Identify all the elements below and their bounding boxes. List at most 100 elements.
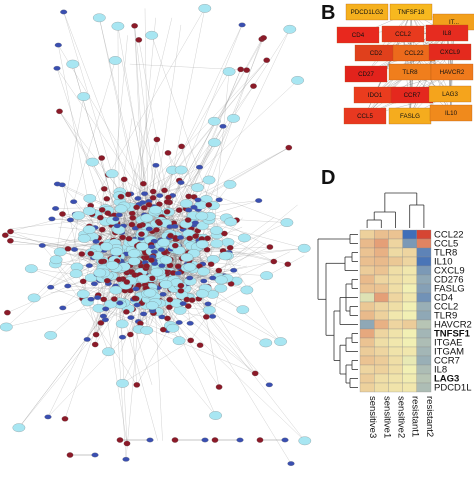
heatmap-cell (360, 284, 374, 293)
network-node (124, 441, 130, 446)
network-node (137, 223, 143, 228)
network-node (134, 303, 141, 307)
network-node (98, 259, 104, 264)
network-node (116, 277, 122, 282)
heatmap-cell (374, 239, 388, 248)
network-node (99, 155, 105, 160)
network-node (205, 302, 212, 306)
heatmap-cell (360, 329, 374, 338)
network-node (123, 457, 130, 461)
network-node (178, 180, 185, 184)
heatmap-cell (403, 320, 417, 329)
network-node (215, 276, 227, 284)
network-node (192, 234, 198, 239)
network-node (130, 215, 136, 220)
heatmap-cell (403, 374, 417, 383)
hub-gene-label: CCL22 (404, 50, 424, 57)
network-node (141, 326, 153, 334)
heatmap-cell (417, 338, 431, 347)
heatmap-cell (403, 275, 417, 284)
network-node (227, 245, 233, 250)
network-node (139, 200, 146, 204)
network-node (117, 437, 123, 442)
network-node (211, 239, 223, 247)
network-node (208, 262, 214, 267)
heatmap-cell (388, 293, 402, 302)
network-node (39, 243, 46, 247)
heatmap-cell (360, 383, 374, 392)
network-node (99, 227, 105, 232)
heatmap-cell (388, 248, 402, 257)
network-node (186, 276, 193, 280)
network-node (208, 138, 220, 146)
network-node (212, 437, 218, 442)
heatmap-sample-label: resistant2 (424, 396, 435, 437)
heatmap-cell (360, 257, 374, 266)
network-node (148, 258, 154, 263)
network-node (121, 177, 127, 182)
heatmap-cell (388, 266, 402, 275)
heatmap-cell (388, 374, 402, 383)
network-node (164, 209, 170, 214)
network-node (177, 235, 184, 239)
network-node (185, 217, 191, 222)
network-node (222, 238, 234, 246)
heatmap-cell (417, 356, 431, 365)
heatmap-cell (388, 338, 402, 347)
hub-gene-label: LAG3 (442, 91, 458, 98)
heatmap-cell (403, 356, 417, 365)
heatmap-cell (403, 257, 417, 266)
network-node (187, 236, 193, 241)
heatmap-cell (417, 230, 431, 239)
network-node (150, 195, 156, 200)
heatmap-cell (374, 248, 388, 257)
network-node (132, 296, 138, 301)
heatmap-cell (374, 338, 388, 347)
network-node (285, 262, 291, 267)
heatmap-cell (417, 293, 431, 302)
hub-gene-label: CD2 (370, 50, 383, 57)
network-node (78, 234, 90, 242)
network-node (167, 233, 173, 238)
network-node (128, 257, 140, 265)
heatmap-cell (403, 311, 417, 320)
network-node (172, 437, 178, 442)
network-node (176, 208, 182, 213)
network-node (165, 150, 171, 155)
network-node (208, 117, 220, 125)
network-node (133, 287, 140, 291)
heatmap-cell (417, 302, 431, 311)
network-node (160, 280, 172, 288)
heatmap-cell (374, 257, 388, 266)
network-node (230, 268, 237, 272)
network-node (72, 211, 84, 219)
network-node (104, 278, 110, 283)
network-node (149, 206, 161, 214)
heatmap-cell (403, 383, 417, 392)
hub-gene-node: TNFSF18 (390, 4, 432, 20)
network-node (147, 438, 154, 442)
network-node (138, 232, 144, 237)
hub-gene-node: LAG3 (429, 86, 471, 102)
network-node (206, 202, 212, 207)
hub-gene-label: CCR7 (404, 92, 421, 99)
heatmap-cell (417, 239, 431, 248)
heatmap-cell (403, 365, 417, 374)
network-node (94, 269, 106, 277)
network-node (146, 301, 158, 309)
network-node (100, 242, 112, 250)
network-node (129, 211, 135, 216)
hub-gene-label: CCL5 (357, 113, 373, 120)
network-node (54, 248, 66, 256)
network-node (112, 22, 124, 30)
hub-gene-node: FASLG (389, 108, 431, 124)
heatmap-cell (417, 266, 431, 275)
network-node (104, 196, 110, 201)
heatmap-gene-label: PDCD1L (434, 383, 472, 394)
network-node (203, 306, 215, 314)
hub-gene-label: TNFSF18 (398, 9, 425, 16)
network-node (260, 271, 272, 279)
network-node (197, 267, 209, 275)
heatmap-cell (388, 302, 402, 311)
heatmap-cell (374, 320, 388, 329)
